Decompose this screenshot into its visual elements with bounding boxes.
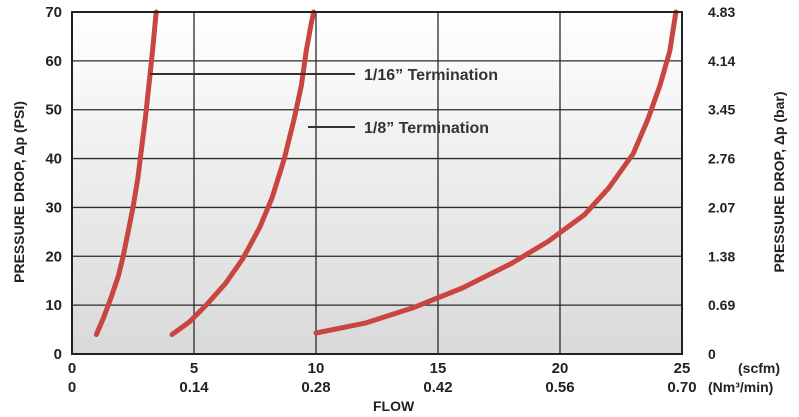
x-axis-label: FLOW (373, 398, 415, 414)
x-primary-tick-label: 15 (430, 360, 447, 377)
series-line-2 (169, 9, 317, 337)
x-secondary-tick-label: 0.14 (179, 379, 209, 396)
series-layer (93, 9, 679, 337)
x-primary-tick-label: 5 (190, 360, 198, 377)
annotation-1-16: 1/16” Termination (150, 67, 498, 84)
y-left-tick-label: 50 (45, 102, 62, 119)
annotation-1-16-label: 1/16” Termination (364, 67, 498, 84)
x-primary-unit: (scfm) (738, 360, 780, 376)
y-right-tick-label: 0.69 (708, 297, 735, 313)
y-right-tick-label: 2.76 (708, 151, 735, 167)
y-right-tick-label: 2.07 (708, 199, 735, 215)
x-secondary-tick-label: 0.70 (667, 379, 696, 396)
y-right-tick-label: 3.45 (708, 102, 735, 118)
series-line-1 (93, 9, 159, 337)
x-secondary-unit: (Nm³/min) (708, 379, 773, 395)
x-secondary-tick-label: 0.42 (423, 379, 452, 396)
annotation-1-8: 1/8” Termination (308, 120, 489, 137)
y-left-tick-label: 40 (45, 151, 62, 168)
y-right-tick-labels: 0 0.69 1.38 2.07 2.76 3.45 4.14 4.83 (708, 4, 735, 362)
series-line-3 (313, 9, 679, 336)
plot-area-border (71, 11, 683, 355)
plot-area-background (72, 12, 682, 354)
y-left-tick-label: 70 (45, 4, 62, 21)
y-right-tick-label: 4.83 (708, 4, 735, 20)
x-primary-tick-label: 0 (68, 360, 76, 377)
y-left-tick-label: 0 (54, 346, 62, 363)
y-right-tick-label: 4.14 (708, 53, 735, 69)
y-right-axis-label: PRESSURE DROP, Δp (bar) (771, 92, 787, 273)
y-left-tick-label: 20 (45, 248, 62, 265)
x-secondary-tick-label: 0.56 (545, 379, 574, 396)
y-left-tick-label: 10 (45, 297, 62, 314)
y-left-tick-labels: 0 10 20 30 40 50 60 70 (45, 4, 62, 363)
y-right-tick-label: 1.38 (708, 248, 735, 264)
x-primary-tick-label: 10 (308, 360, 325, 377)
x-primary-tick-label: 25 (674, 360, 691, 377)
x-secondary-tick-label: 0.28 (301, 379, 330, 396)
y-right-tick-label: 0 (708, 346, 716, 362)
x-secondary-tick-label: 0 (68, 379, 76, 396)
annotation-1-8-label: 1/8” Termination (364, 120, 489, 137)
y-left-tick-label: 60 (45, 53, 62, 70)
y-left-tick-label: 30 (45, 199, 62, 216)
x-tick-labels: 0 0 5 0.14 10 0.28 15 0.42 20 0.56 25 0.70 (68, 360, 697, 396)
x-primary-tick-label: 20 (552, 360, 569, 377)
y-left-axis-label: PRESSURE DROP, Δp (PSI) (11, 101, 27, 283)
